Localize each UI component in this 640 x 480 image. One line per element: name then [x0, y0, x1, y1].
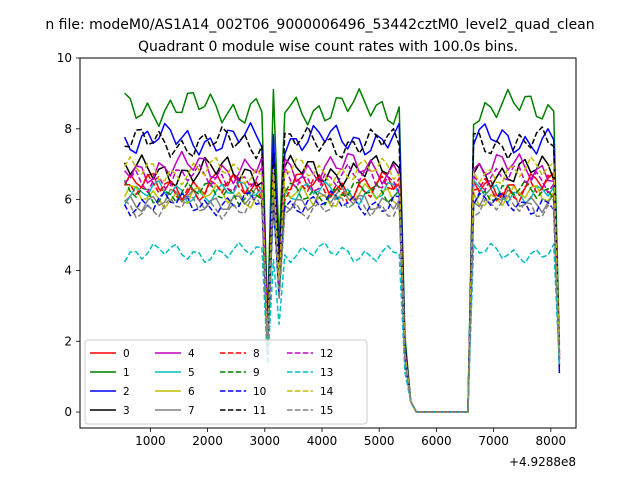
- legend-label-6: 6: [188, 386, 195, 398]
- y-tick-label: 2: [64, 334, 72, 348]
- legend-label-7: 7: [188, 405, 195, 417]
- legend-label-14: 14: [320, 386, 334, 398]
- x-tick-label: 6000: [421, 434, 452, 448]
- y-tick-label: 8: [64, 122, 72, 136]
- series-line-6: [123, 182, 561, 413]
- y-axis-ticks: 0 2 4 6 8 10: [57, 51, 80, 419]
- series-line-8: [124, 173, 561, 413]
- legend-label-3: 3: [123, 405, 130, 417]
- series-line-0: [123, 170, 561, 413]
- series-line-1: [124, 88, 561, 413]
- x-tick-label: 8000: [536, 434, 567, 448]
- legend-label-2: 2: [123, 386, 130, 398]
- legend-label-0: 0: [123, 348, 130, 360]
- y-tick-label: 6: [64, 193, 72, 207]
- x-tick-label: 3000: [250, 434, 281, 448]
- x-tick-label: 1000: [135, 434, 166, 448]
- legend-label-9: 9: [253, 367, 260, 379]
- x-tick-label: 7000: [478, 434, 509, 448]
- figure-suptitle: n file: modeM0/AS1A14_002T06_9000006496_…: [45, 17, 594, 33]
- x-tick-label: 4000: [307, 434, 338, 448]
- series-line-14: [123, 156, 561, 413]
- series-line-15: [124, 193, 561, 413]
- y-tick-label: 10: [57, 51, 72, 65]
- legend-frame: [84, 339, 368, 425]
- legend-label-11: 11: [253, 405, 266, 417]
- legend-label-12: 12: [320, 348, 333, 360]
- legend-label-4: 4: [188, 348, 195, 360]
- series-line-11: [124, 125, 561, 413]
- x-tick-label: 5000: [364, 434, 395, 448]
- legend-label-13: 13: [320, 367, 333, 379]
- legend-label-8: 8: [253, 348, 260, 360]
- x-axis-ticks: 1000 2000 3000 4000 5000 6000 7000 8000: [135, 428, 566, 448]
- y-tick-label: 4: [64, 263, 72, 277]
- legend-label-15: 15: [320, 405, 333, 417]
- series-layer: [123, 88, 561, 413]
- series-line-10: [123, 190, 561, 413]
- series-line-2: [123, 122, 561, 413]
- legend-label-10: 10: [253, 386, 266, 398]
- axes-frame: [79, 57, 577, 429]
- plot-area: 1000 2000 3000 4000 5000 6000 7000 8000 0246810…: [57, 51, 577, 469]
- legend-label-5: 5: [188, 367, 195, 379]
- y-tick-label: 0: [64, 405, 72, 419]
- legend-label-1: 1: [123, 367, 130, 379]
- series-line-9: [123, 179, 561, 413]
- chart-title: Quadrant 0 module wise count rates with …: [138, 39, 518, 55]
- x-tick-label: 2000: [192, 434, 223, 448]
- series-line-13: [123, 241, 561, 413]
- x-offset-label: +4.9288e8: [509, 455, 576, 469]
